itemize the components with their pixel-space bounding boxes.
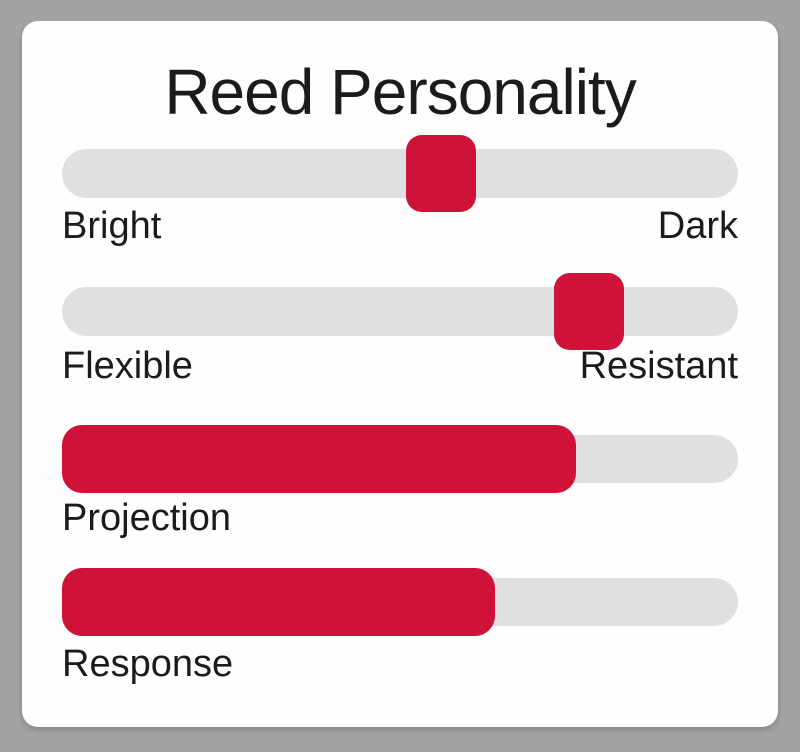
brightness-left-label: Bright	[62, 205, 162, 247]
page-title: Reed Personality	[164, 56, 636, 128]
projection-label: Projection	[62, 497, 231, 539]
flexibility-slider-labels: Flexible Resistant	[62, 343, 738, 389]
reed-personality-card: Reed Personality Bright Dark Flexible Re…	[22, 21, 778, 727]
brightness-slider-labels: Bright Dark	[62, 203, 738, 249]
flexibility-slider[interactable]	[62, 273, 738, 350]
brightness-slider-thumb[interactable]	[405, 135, 476, 212]
brightness-right-label: Dark	[657, 205, 738, 247]
flexibility-slider-track[interactable]	[62, 287, 738, 336]
flexibility-slider-thumb[interactable]	[554, 273, 625, 350]
brightness-slider[interactable]	[62, 135, 738, 212]
flexibility-right-label: Resistant	[579, 345, 738, 387]
response-label: Response	[62, 643, 234, 685]
projection-meter	[62, 425, 738, 493]
brightness-slider-track[interactable]	[62, 149, 738, 198]
response-meter	[62, 568, 738, 636]
flexibility-left-label: Flexible	[62, 345, 193, 387]
bar-fill	[62, 425, 576, 493]
bar-fill	[62, 568, 495, 636]
